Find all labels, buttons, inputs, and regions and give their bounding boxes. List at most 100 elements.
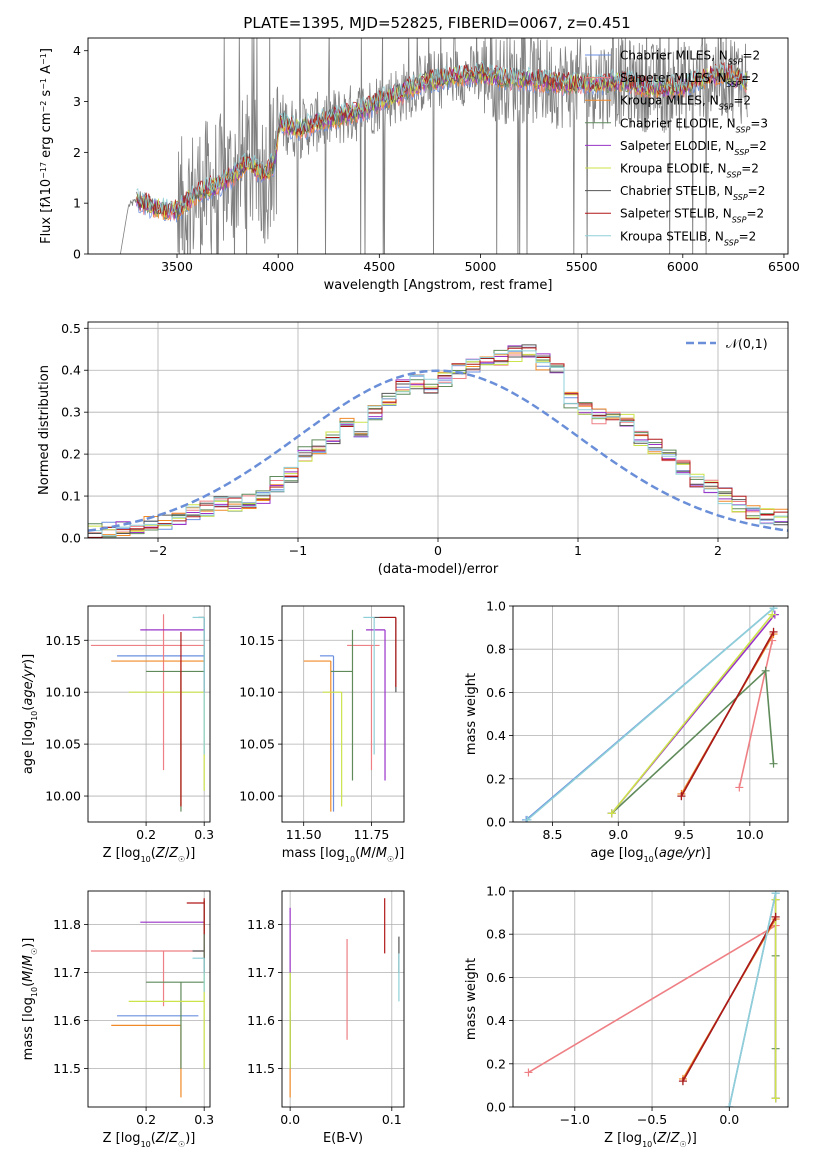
y-tick-label: 10.00 xyxy=(239,789,275,804)
y-axis-label: Normed distribution xyxy=(37,365,52,495)
y-tick-label: 0.6 xyxy=(486,970,506,985)
x-tick-label: 9.0 xyxy=(608,827,628,842)
x-tick-label: 0.0 xyxy=(280,1112,300,1127)
series-line-2 xyxy=(527,924,777,1074)
y-tick-label: 11.6 xyxy=(53,1013,81,1028)
normal-curve xyxy=(88,369,788,532)
series-marker-8 xyxy=(677,792,686,801)
y-tick-label: 0.2 xyxy=(61,447,81,462)
spectrum-panel: 3500 4000 4500 5000 5500 6000 6500 0 1 2 3 4 wavelen… xyxy=(39,37,800,293)
series-marker-4 xyxy=(769,759,778,768)
legend-normal-label: 𝒩(0,1) xyxy=(726,336,768,351)
plot-area xyxy=(88,322,788,538)
x-tick-label: 8.5 xyxy=(543,827,563,842)
series-marker-8 xyxy=(678,1077,687,1086)
y-tick-label: 11.8 xyxy=(247,917,275,932)
axes-frame xyxy=(87,890,211,1108)
y-tick-label: 10.05 xyxy=(45,737,81,752)
series-marker-9 xyxy=(771,891,780,898)
legend-label-3: Kroupa MILES, NSSP=2 xyxy=(620,94,751,112)
series-marker-8 xyxy=(771,912,780,921)
legend-label-9: Kroupa STELIB, NSSP=2 xyxy=(620,229,756,247)
series-marker-9 xyxy=(523,815,532,822)
x-tick-label: 1 xyxy=(574,543,582,558)
y-tick-label: 0.8 xyxy=(486,927,506,942)
y-tick-label: 11.7 xyxy=(247,965,275,980)
y-tick-label: 11.5 xyxy=(53,1061,81,1076)
y-tick-label: 10.15 xyxy=(239,633,275,648)
y-tick-label: 0.0 xyxy=(486,1100,506,1115)
y-tick-label: 11.8 xyxy=(53,917,81,932)
series-marker-6 xyxy=(607,809,616,818)
y-tick-label: 2 xyxy=(73,145,81,160)
y-tick-label: 10.10 xyxy=(45,685,81,700)
series-marker-9 xyxy=(725,1103,734,1107)
y-tick-label: 0.2 xyxy=(486,771,506,786)
histogram-9 xyxy=(88,350,788,538)
plot-area xyxy=(282,606,404,822)
x-tick-label: 3500 xyxy=(161,259,193,274)
axes-frame xyxy=(281,605,405,823)
y-axis-label: Flux [fλ10−17 erg cm−2 s−1 A−1] xyxy=(39,48,55,244)
y-tick-label: 0 xyxy=(73,247,81,262)
x-tick-label: −2 xyxy=(149,543,167,558)
plot-area xyxy=(120,38,748,254)
y-tick-label: 0.8 xyxy=(486,642,506,657)
x-tick-label: 6500 xyxy=(768,259,800,274)
legend-label-4: Chabrier ELODIE, NSSP=3 xyxy=(620,116,768,134)
axes-frame xyxy=(512,890,789,1108)
series-line-6 xyxy=(611,614,773,814)
x-tick-label: 10.0 xyxy=(736,827,764,842)
x-tick-label: 0.2 xyxy=(136,1112,156,1127)
model-spectrum-9 xyxy=(136,60,748,216)
massweight-vs-age-panel: 8.5 9.0 9.5 10.0 0.0 0.2 0.4 0.6 0.8 1.0 age [log1… xyxy=(464,599,789,864)
plot-area xyxy=(88,606,210,822)
x-tick-label: 0.0 xyxy=(719,1112,739,1127)
y-tick-label: 10.05 xyxy=(239,737,275,752)
y-tick-label: 11.6 xyxy=(247,1013,275,1028)
x-axis-label: Z [log10(Z/Z☉)] xyxy=(103,1131,196,1149)
figure-title: PLATE=1395, MJD=52825, FIBERID=0067, z=0… xyxy=(243,14,630,32)
legend-label-1: Chabrier MILES, NSSP=2 xyxy=(620,49,760,67)
legend-label-5: Salpeter ELODIE, NSSP=2 xyxy=(620,139,767,157)
axes-frame xyxy=(87,37,789,255)
y-axis-label: mass weight xyxy=(464,673,479,755)
y-tick-label: 0.6 xyxy=(486,685,506,700)
x-tick-label: −1 xyxy=(289,543,307,558)
x-axis-label: mass [log10(M/M☉)] xyxy=(282,846,405,864)
x-tick-label: −0.5 xyxy=(637,1112,667,1127)
observed-spectrum-line xyxy=(120,38,748,254)
series-marker-4 xyxy=(761,666,770,675)
age-vs-mass-panel: 11.50 11.75 10.00 10.05 10.10 10.15 mass [log1… xyxy=(239,605,405,864)
y-tick-label: 0.3 xyxy=(61,405,81,420)
series-marker-8 xyxy=(769,627,778,636)
x-tick-label: 9.5 xyxy=(674,827,694,842)
y-tick-label: 0.2 xyxy=(486,1056,506,1071)
x-tick-label: 0.1 xyxy=(382,1112,402,1127)
model-spectrum-7 xyxy=(136,63,748,217)
y-tick-label: 0.4 xyxy=(486,728,506,743)
series-line-2 xyxy=(738,640,773,788)
age-vs-metallicity-panel: 0.2 0.3 10.00 10.05 10.10 10.15 Z [log10(Z/Z☉)… xyxy=(21,605,214,864)
y-tick-label: 4 xyxy=(73,43,81,58)
legend-label-8: Salpeter STELIB, NSSP=2 xyxy=(620,207,764,225)
axes-frame xyxy=(87,605,211,823)
y-tick-label: 11.5 xyxy=(247,1061,275,1076)
y-axis-label: mass [log10(M/M☉)] xyxy=(21,938,39,1061)
x-tick-label: 6000 xyxy=(667,259,699,274)
plot-area xyxy=(88,891,210,1107)
axes-frame xyxy=(512,605,789,823)
x-tick-label: 4000 xyxy=(262,259,294,274)
x-axis-label: age [log10(age/yr)] xyxy=(590,846,710,864)
massweight-vs-metallicity-panel: −1.0 −0.5 0.0 0.0 0.2 0.4 0.6 0.8 1.0 Z [log10(Z/… xyxy=(464,884,789,1149)
x-axis-label: Z [log10(Z/Z☉)] xyxy=(103,846,196,864)
x-tick-label: 4500 xyxy=(363,259,395,274)
series-marker-2 xyxy=(735,783,744,792)
y-tick-label: 0.0 xyxy=(486,815,506,830)
x-tick-label: 0.3 xyxy=(194,827,214,842)
x-tick-label: 2 xyxy=(714,543,722,558)
series-marker-6 xyxy=(768,610,777,619)
y-tick-label: 10.00 xyxy=(45,789,81,804)
series-line-8 xyxy=(680,631,775,797)
